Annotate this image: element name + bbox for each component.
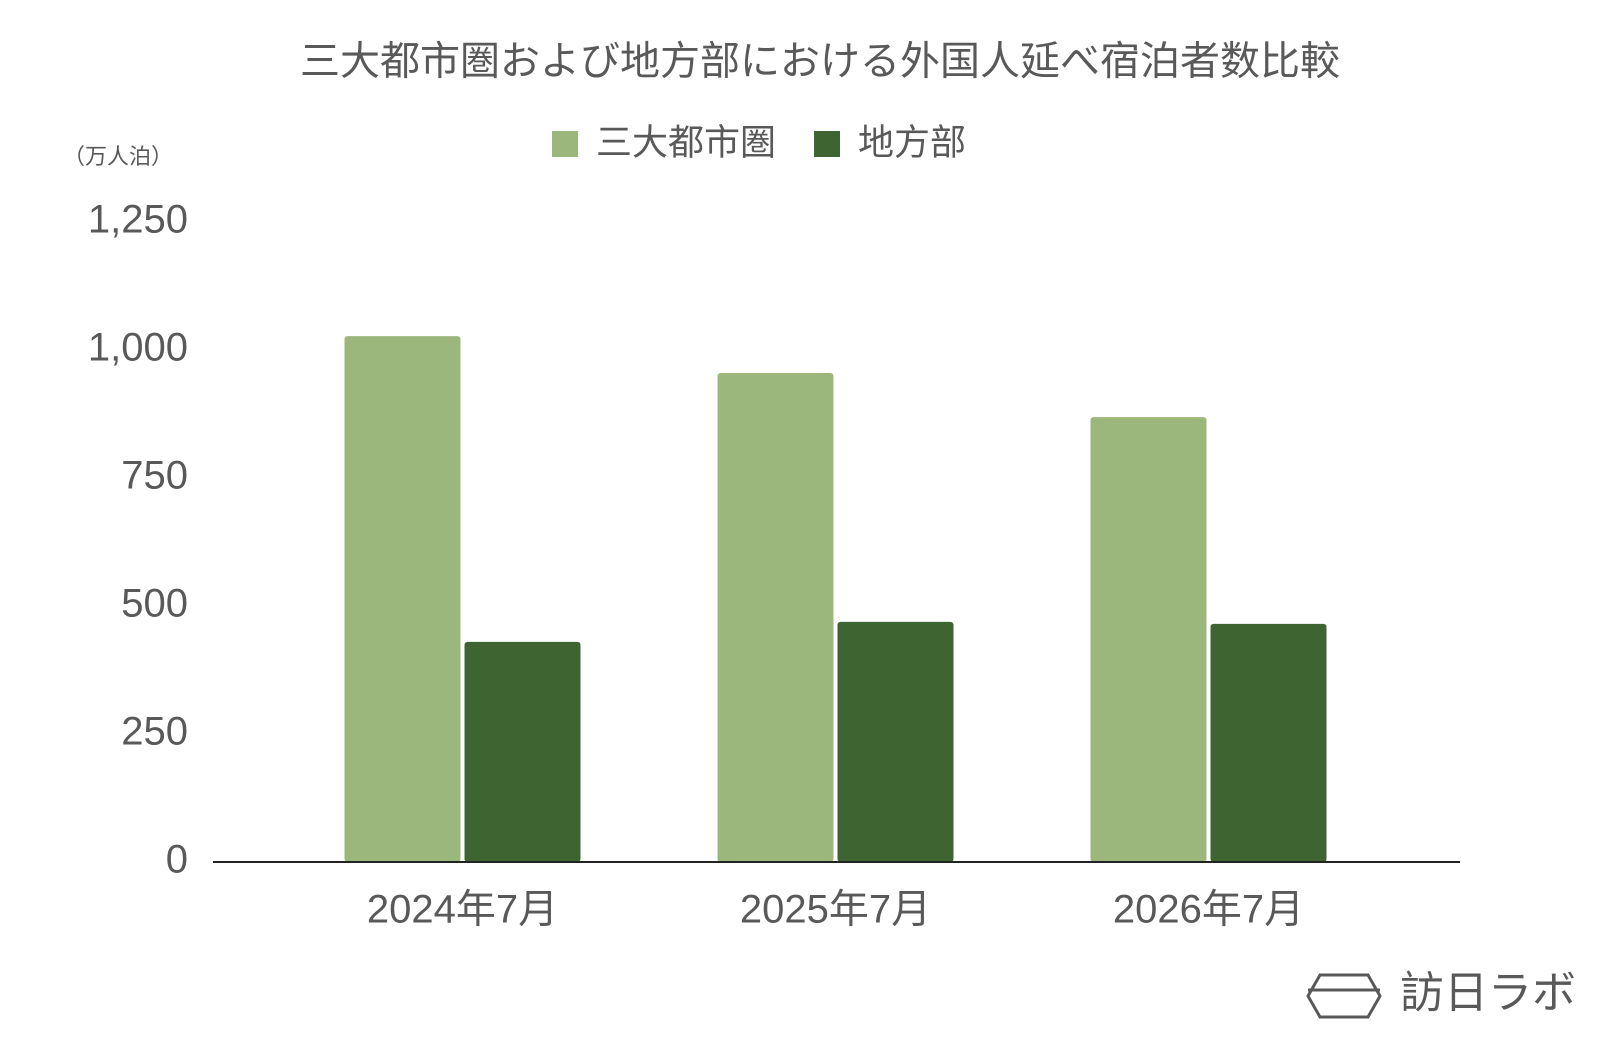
x-tick-label: 2025年7月: [740, 888, 931, 932]
y-tick-label: 0: [166, 838, 188, 882]
bar: [344, 336, 461, 862]
legend-label: 地方部: [858, 122, 966, 163]
bar: [464, 641, 581, 862]
y-tick-label: 500: [121, 582, 188, 626]
bar: [837, 621, 954, 862]
y-tick-label: 1,250: [88, 198, 188, 242]
legend-swatch: [814, 131, 841, 157]
y-tick-label: 1,000: [88, 326, 188, 370]
bar: [1210, 623, 1327, 862]
y-axis-label: （万人泊）: [63, 144, 173, 169]
logo: 訪日ラボ: [1306, 969, 1576, 1019]
legend-swatch: [552, 131, 578, 157]
x-tick-label: 2026年7月: [1113, 888, 1304, 932]
y-tick-label: 750: [121, 454, 188, 498]
x-tick-label: 2024年7月: [367, 888, 558, 932]
y-tick-label: 250: [121, 710, 188, 754]
chart-title: 三大都市圏および地方部における外国人延べ宿泊者数比較: [300, 40, 1340, 84]
watermark: 訪日ラボ: [1400, 969, 1576, 1018]
bar: [717, 373, 834, 862]
bar: [1090, 417, 1207, 862]
legend-label: 三大都市圏: [596, 122, 776, 163]
